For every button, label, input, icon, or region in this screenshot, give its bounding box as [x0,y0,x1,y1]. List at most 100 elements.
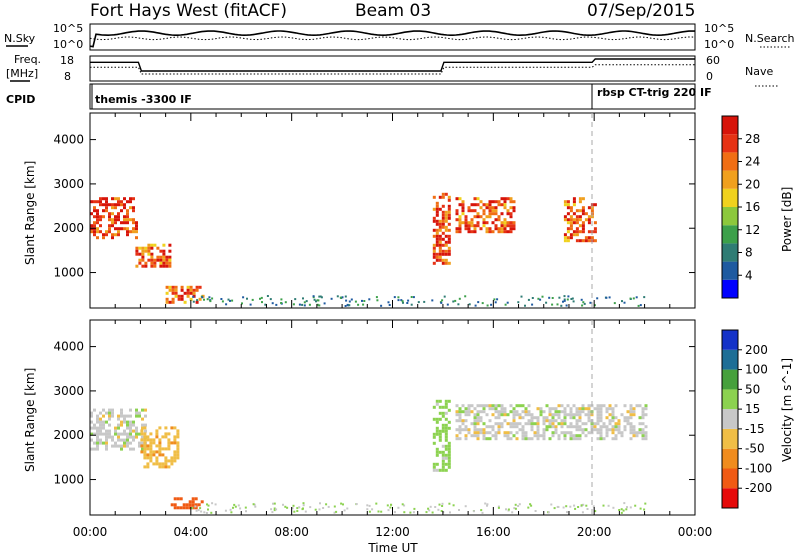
echo-cell [105,447,108,451]
time-xlabel: Time UT [367,541,418,554]
echo-cell [581,422,585,426]
echo-cell [120,203,123,207]
echo-cell [551,419,555,423]
echo-cell [129,230,132,234]
echo-cell [569,407,573,411]
echo-cell [126,215,129,219]
echo-cell [177,294,181,298]
echo-cell [473,407,477,411]
scatter-cell [401,503,404,506]
scatter-cell [302,502,305,505]
echo-cell [447,240,451,244]
echo-cell [569,431,573,435]
echo-cell [438,249,442,253]
echo-cell [494,437,498,441]
echo-cell [141,426,144,430]
echo-cell [602,425,606,429]
echo-cell [503,419,507,423]
echo-cell [146,435,150,439]
echo-cell [161,435,165,439]
echo-cell [611,416,615,420]
echo-cell [441,405,445,409]
echo-cell [105,429,108,433]
echo-cell [435,426,439,430]
echo-cell [123,215,126,219]
echo-cell [168,258,172,262]
scatter-cell [397,506,400,509]
echo-cell [611,413,615,417]
echo-cell [197,503,201,507]
echo-cell [635,431,639,435]
echo-cell [536,419,540,423]
echo-cell [611,431,615,435]
echo-cell [444,429,448,433]
echo-cell [438,219,442,223]
echo-cell [554,419,558,423]
colorbar-tick-label: -15 [745,422,765,436]
echo-cell [515,410,519,414]
scatter-cell [319,295,322,298]
echo-cell [629,410,633,414]
scatter-cell [376,299,379,302]
x-tick-label: 08:00 [274,525,309,539]
echo-cell [581,224,585,228]
echo-cell [569,434,573,438]
scatter-cell [409,511,412,514]
echo-cell [444,243,448,247]
echo-cell [461,212,465,216]
echo-cell [444,240,448,244]
echo-cell [464,419,468,423]
echo-cell [503,203,507,207]
echo-cell [482,422,486,426]
echo-cell [96,417,99,421]
echo-cell [563,233,567,237]
echo-cell [512,416,516,420]
scatter-cell [605,296,608,299]
echo-cell [536,428,540,432]
echo-cell [114,215,117,219]
echo-cell [96,429,99,433]
echo-cell [485,215,489,219]
echo-cell [551,413,555,417]
nave-tick-top: 60 [706,54,720,67]
echo-cell [195,285,199,289]
echo-cell [473,416,477,420]
echo-cell [629,425,633,429]
echo-cell [563,413,567,417]
echo-cell [176,497,180,501]
scatter-cell [417,301,420,304]
echo-cell [111,203,114,207]
echo-cell [150,243,154,247]
echo-cell [476,431,480,435]
echo-cell [114,432,117,436]
echo-cell [129,441,132,445]
echo-cell [554,431,558,435]
scatter-cell [452,504,455,507]
scatter-cell [484,502,487,505]
echo-cell [167,465,171,469]
echo-cell [464,221,468,225]
echo-cell [494,209,498,213]
echo-cell [164,426,168,430]
echo-cell [500,413,504,417]
echo-cell [581,407,585,411]
echo-cell [596,410,600,414]
scatter-cell [368,504,371,507]
echo-cell [521,437,525,441]
echo-cell [560,404,564,408]
scatter-cell [316,299,319,302]
echo-cell [575,434,579,438]
echo-cell [168,264,172,268]
echo-cell [435,219,439,223]
echo-cell [173,438,177,442]
echo-cell [488,404,492,408]
echo-cell [435,420,439,424]
scatter-cell [477,301,480,304]
echo-cell [614,434,618,438]
echo-cell [515,431,519,435]
echo-cell [455,230,459,234]
echo-cell [494,212,498,216]
scatter-cell [629,506,632,509]
echo-cell [608,428,612,432]
echo-cell [176,450,180,454]
